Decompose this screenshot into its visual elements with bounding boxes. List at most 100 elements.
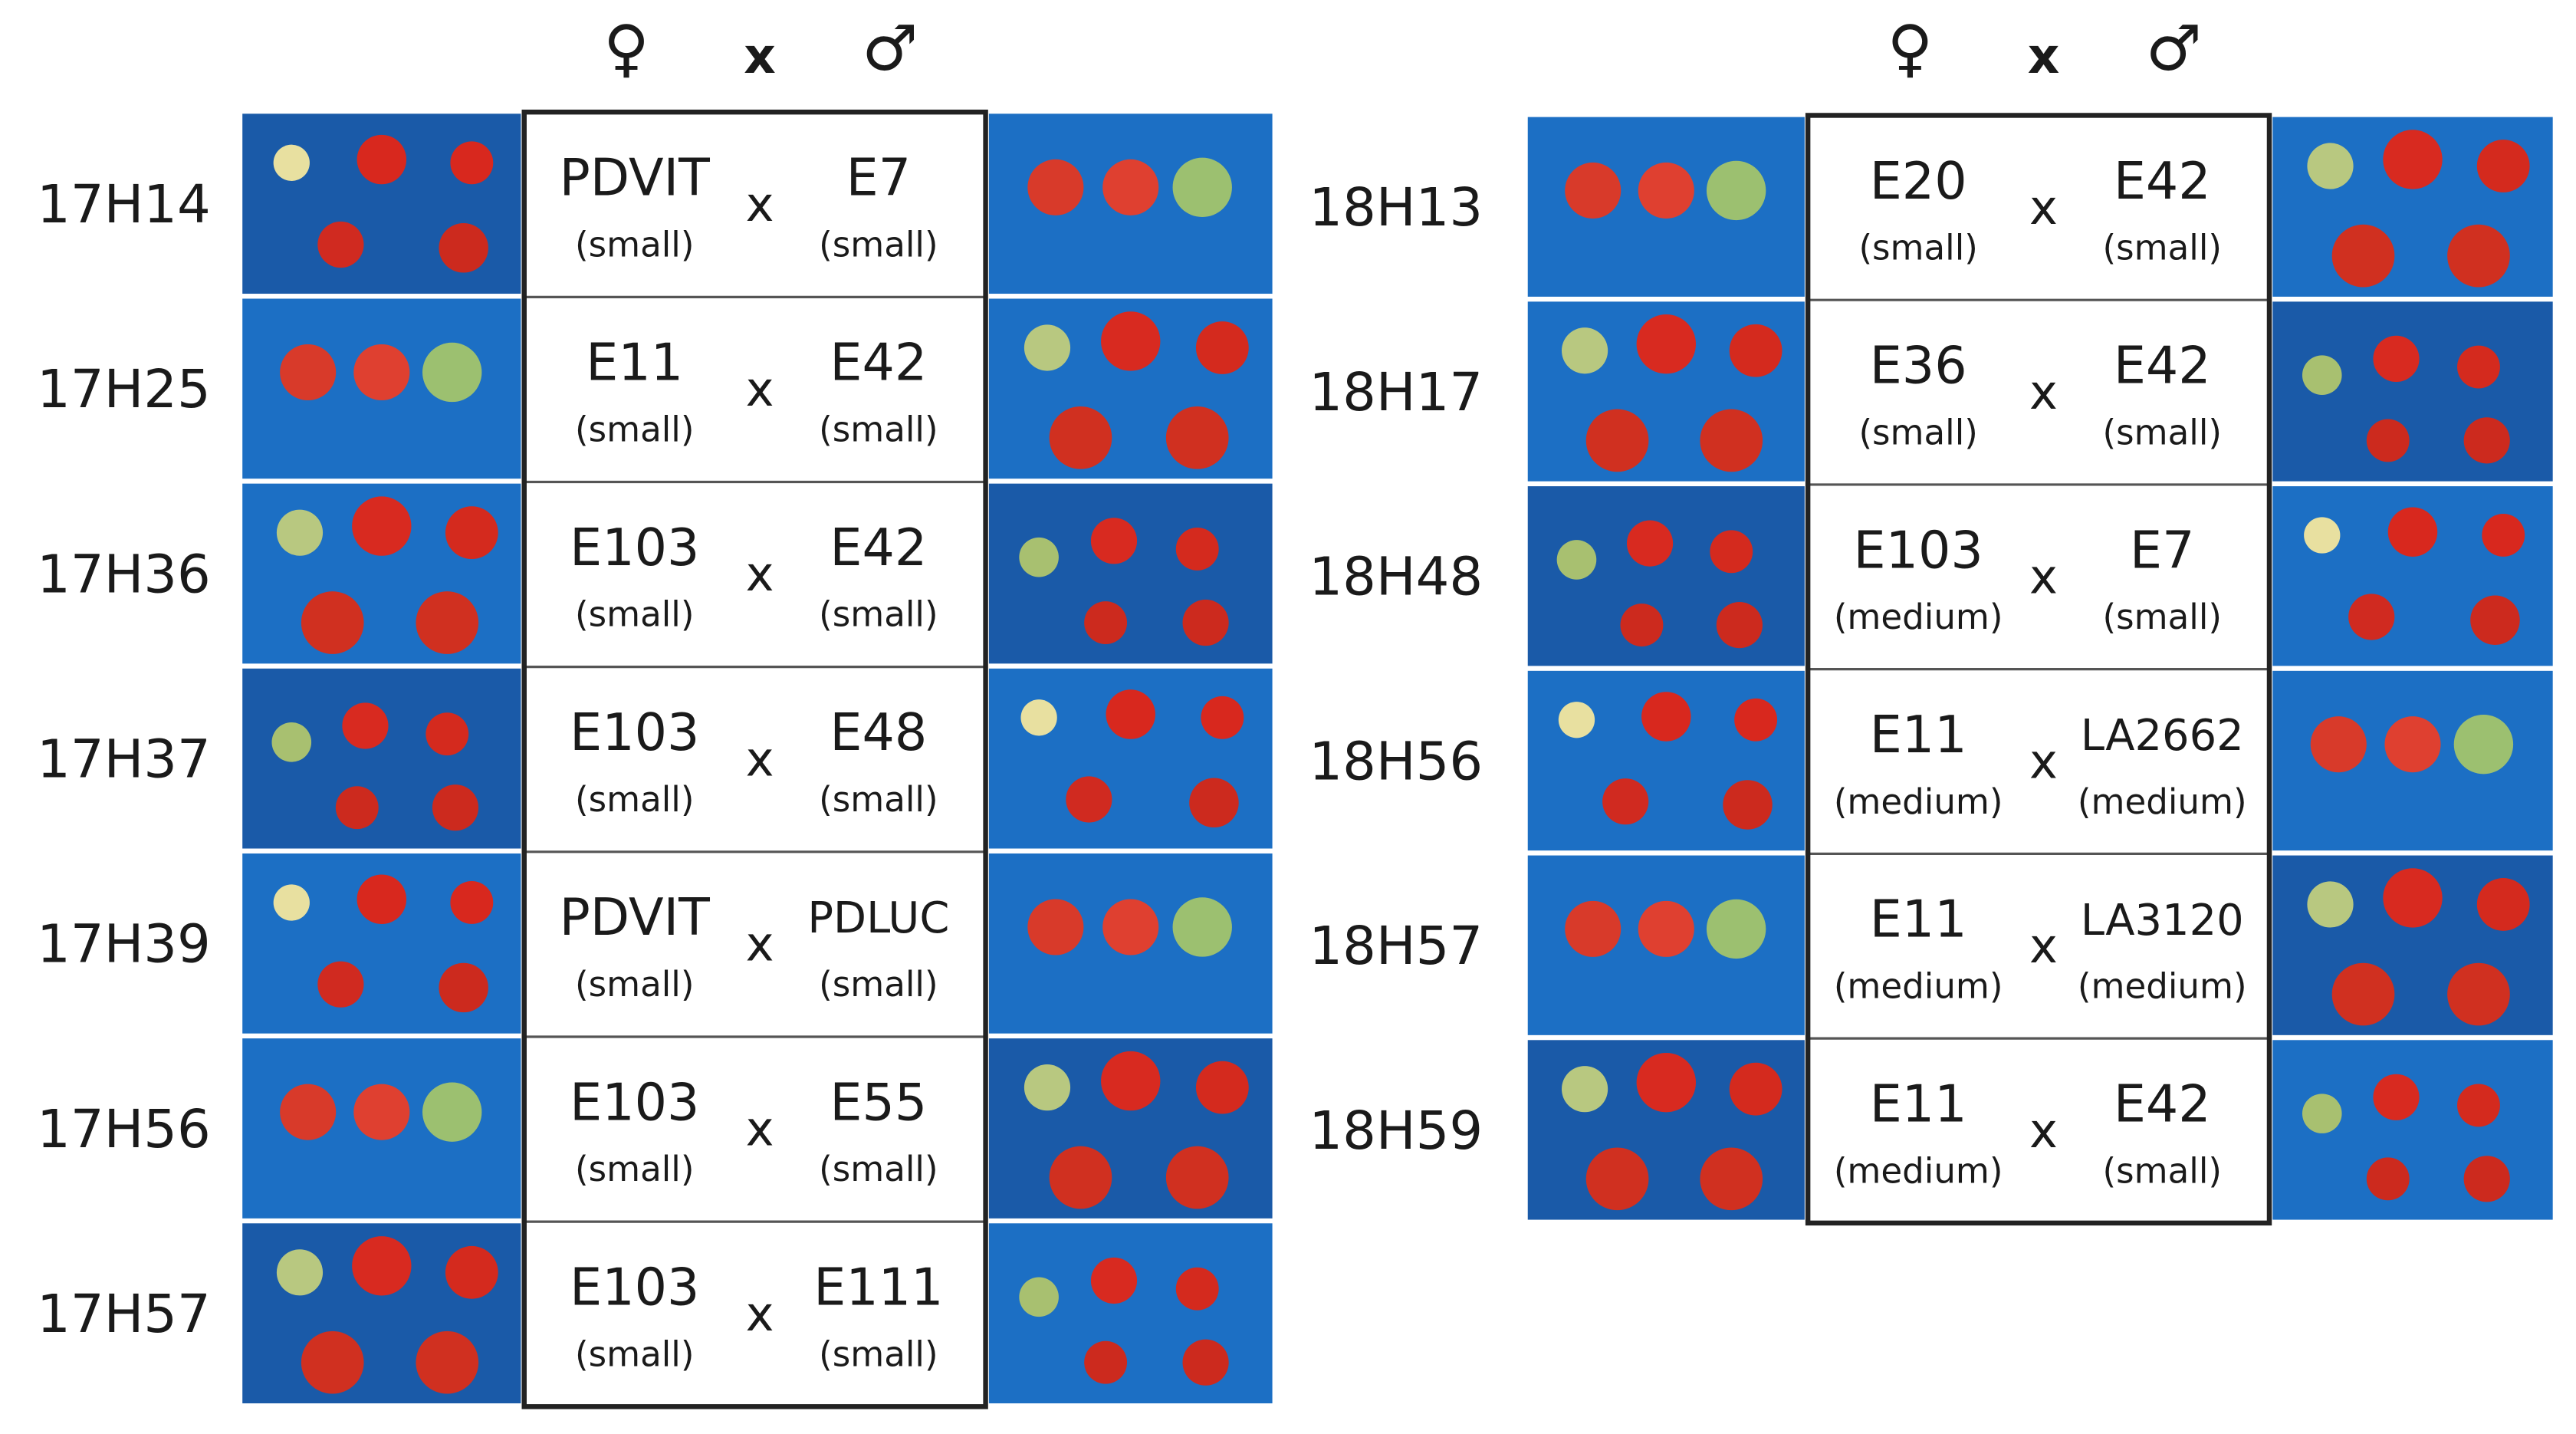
- fruit: [280, 344, 337, 401]
- fruit: [271, 722, 312, 762]
- fruit: [1049, 406, 1112, 469]
- fruit: [1585, 1147, 1649, 1211]
- male-name: E42: [2114, 1074, 2211, 1133]
- photo: [1527, 117, 1805, 297]
- female-name: E11: [586, 333, 683, 393]
- fruit: [1090, 1257, 1138, 1304]
- photo: [2272, 301, 2553, 482]
- row-id: 18H56: [1309, 731, 1483, 792]
- fruit: [356, 874, 407, 924]
- fruit: [1172, 897, 1232, 957]
- photo: [242, 668, 521, 849]
- header-female: ♀: [603, 12, 649, 85]
- female-size: (medium): [1834, 597, 2003, 637]
- cross: x: [2029, 364, 2058, 420]
- row-id: 17H14: [37, 174, 211, 235]
- photo: [242, 483, 521, 664]
- female-name: E103: [570, 702, 699, 762]
- fruit: [1734, 698, 1778, 742]
- cross: x: [746, 916, 774, 972]
- female-name: E11: [1870, 890, 1967, 949]
- fruit: [352, 496, 412, 556]
- row-id: 17H37: [37, 729, 211, 791]
- female-size: (small): [1858, 228, 1977, 268]
- fruit: [450, 141, 494, 185]
- female-name: E103: [570, 518, 699, 577]
- fruit: [2302, 355, 2342, 395]
- fruit: [1175, 1267, 1219, 1311]
- photo: [1527, 486, 1805, 666]
- male-size: (small): [2103, 412, 2222, 452]
- fruit: [1102, 899, 1159, 955]
- fruit: [2373, 335, 2420, 382]
- fruit: [1106, 689, 1155, 739]
- fruit: [317, 961, 364, 1008]
- fruit: [416, 1330, 479, 1394]
- fruit: [1556, 540, 1597, 580]
- female-size: (small): [1858, 412, 1977, 452]
- male-name: E55: [830, 1072, 927, 1132]
- photo: [1527, 1040, 1805, 1220]
- female-name: E11: [1870, 1074, 1967, 1133]
- fruit: [1182, 1339, 1229, 1386]
- female-size: (small): [575, 779, 694, 820]
- photo: [242, 1223, 521, 1404]
- photo: [988, 298, 1273, 479]
- fruit: [273, 884, 310, 921]
- male-name: E111: [813, 1257, 943, 1317]
- male-name: E42: [2114, 336, 2211, 396]
- fruit: [1084, 601, 1128, 644]
- fruit: [439, 223, 488, 273]
- header-cross: x: [744, 28, 776, 85]
- fruit: [1638, 900, 1694, 957]
- photo: [2272, 670, 2553, 851]
- fruit: [426, 712, 469, 756]
- fruit: [352, 1236, 412, 1296]
- female-name: E20: [1870, 151, 1967, 211]
- fruit: [276, 509, 324, 556]
- fruit: [356, 134, 407, 185]
- row-id: 17H25: [37, 359, 211, 420]
- fruit: [2304, 517, 2341, 554]
- fruit: [2310, 716, 2367, 773]
- header-female: ♀: [1888, 12, 1934, 85]
- fruit: [1723, 780, 1773, 830]
- fruit: [2348, 594, 2395, 640]
- fruit: [2383, 868, 2443, 928]
- fruit: [353, 344, 410, 401]
- male-name: LA3120: [2081, 896, 2244, 946]
- male-size: (small): [2103, 1150, 2222, 1191]
- fruit: [2366, 419, 2410, 462]
- female-name: E103: [1854, 520, 1983, 580]
- fruit: [1636, 1052, 1696, 1113]
- male-size: (small): [819, 1334, 938, 1374]
- male-size: (small): [819, 1149, 938, 1189]
- fruit: [1102, 159, 1159, 215]
- fruit: [2463, 417, 2510, 464]
- male-name: LA2662: [2081, 711, 2244, 761]
- female-size: (medium): [1834, 781, 2003, 822]
- female-size: (small): [575, 1334, 694, 1374]
- header-male: ♂: [2146, 12, 2202, 85]
- fruit: [280, 1084, 337, 1140]
- fruit: [353, 1084, 410, 1140]
- female-size: (small): [575, 224, 694, 265]
- fruit: [2476, 878, 2530, 931]
- fruit: [1101, 311, 1161, 371]
- fruit: [2331, 224, 2395, 288]
- fruit: [1066, 776, 1112, 823]
- fruit: [422, 1082, 482, 1142]
- fruit: [1729, 324, 1783, 377]
- fruit: [301, 591, 364, 654]
- row-id: 18H17: [1309, 362, 1483, 423]
- fruit: [1027, 899, 1084, 955]
- fruit: [1706, 160, 1766, 221]
- photo: [242, 113, 521, 294]
- male-size: (small): [819, 409, 938, 450]
- fruit: [335, 786, 379, 830]
- cross: x: [2029, 549, 2058, 605]
- fruit: [1700, 1147, 1763, 1211]
- fruit: [1189, 778, 1239, 828]
